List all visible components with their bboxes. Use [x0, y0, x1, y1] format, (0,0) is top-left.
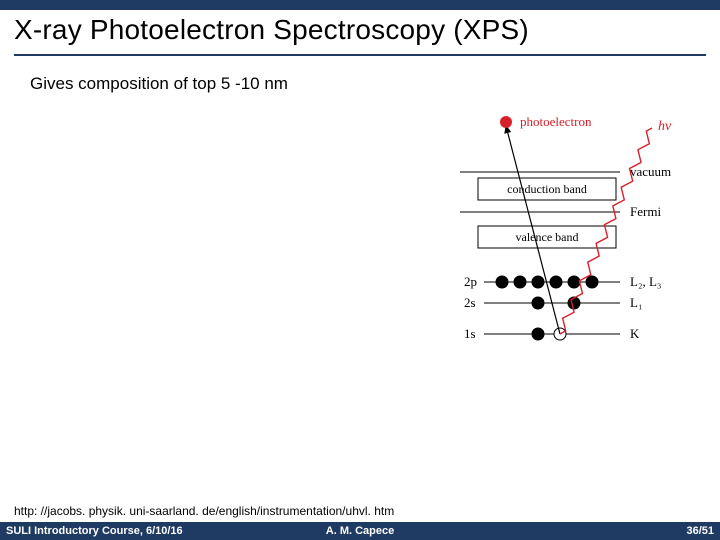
level-2p-left-label: 2p [464, 274, 477, 289]
xps-energy-diagram: vacuum conduction band Fermi valence band L₂… [420, 110, 700, 370]
electron-2p-3 [550, 276, 562, 288]
electron-2p-2 [532, 276, 544, 288]
photoelectron-label: photoelectron [520, 114, 592, 129]
slide-title: X-ray Photoelectron Spectroscopy (XPS) [14, 14, 529, 46]
footer-left: SULI Introductory Course, 6/10/16 [6, 525, 183, 537]
footer-right: 36/51 [686, 525, 714, 537]
level-2p-right-label: L₂, L₃ [630, 274, 661, 289]
source-url-text: http: //jacobs. physik. uni-saarland. de… [14, 504, 394, 518]
title-underline [14, 54, 706, 56]
level-2s-left-label: 2s [464, 295, 476, 310]
diagram-svg: vacuum conduction band Fermi valence band L₂… [420, 110, 700, 370]
electron-1s-0 [532, 328, 544, 340]
electron-2p-0 [496, 276, 508, 288]
level-1s-left-label: 1s [464, 326, 476, 341]
level-vacuum-right-label: vacuum [630, 164, 671, 179]
slide-subtitle: Gives composition of top 5 -10 nm [30, 74, 288, 94]
electron-2p-5 [586, 276, 598, 288]
level-fermi-right-label: Fermi [630, 204, 661, 219]
photon-label: hν [658, 119, 672, 134]
slide-top-accent [0, 0, 720, 10]
level-2s-right-label: L₁ [630, 295, 642, 310]
valence-band-box-label: valence band [516, 230, 579, 244]
electron-2s-1 [568, 297, 580, 309]
electron-2s-0 [532, 297, 544, 309]
conduction-band-box-label: conduction band [507, 182, 587, 196]
photoelectron-dot [500, 116, 512, 128]
electron-2p-1 [514, 276, 526, 288]
slide-footer: SULI Introductory Course, 6/10/16 A. M. … [0, 522, 720, 540]
electron-2p-4 [568, 276, 580, 288]
level-1s-right-label: K [630, 326, 640, 341]
